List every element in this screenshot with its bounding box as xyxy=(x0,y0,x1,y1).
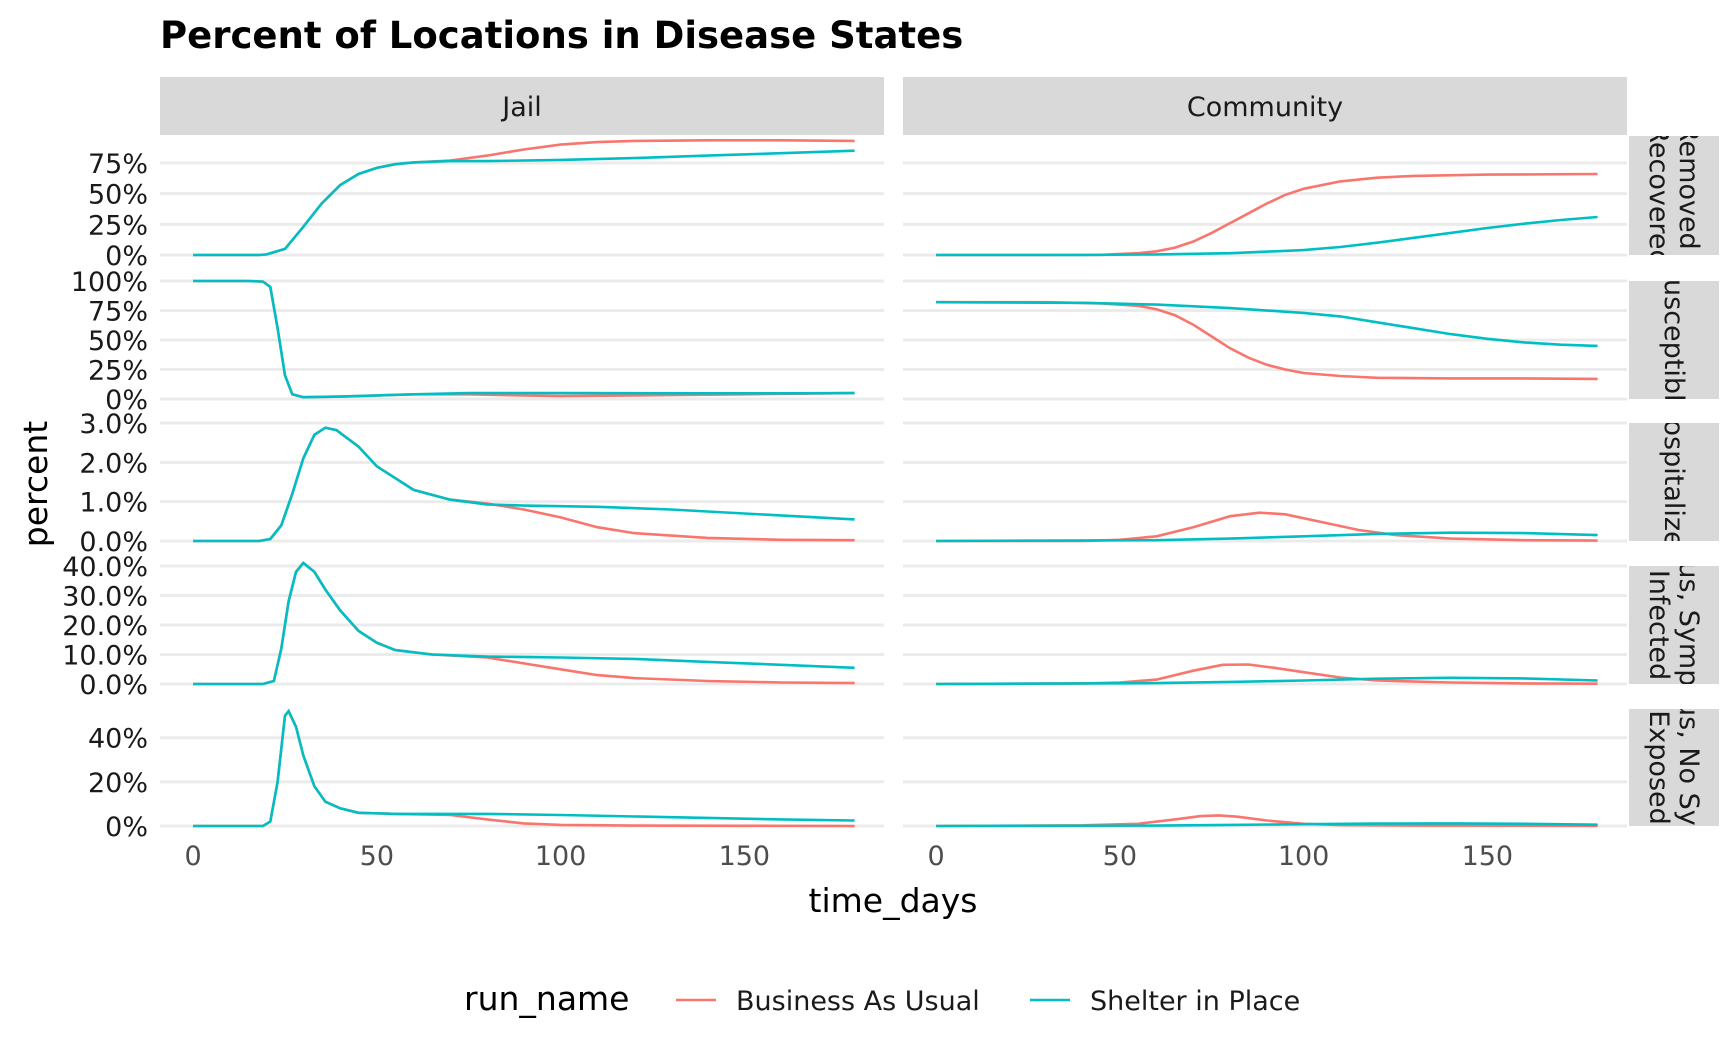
chart-title: Percent of Locations in Disease States xyxy=(160,14,963,57)
row-strip-label-group-susceptible: Susceptible xyxy=(1658,262,1689,418)
series-line-business-as-usual-hospitalized-jail xyxy=(193,426,855,543)
row-strip-label-group-infected: Infected Infectious, Symptomatic xyxy=(1643,461,1704,789)
legend-label-shelter-in-place: Shelter in Place xyxy=(1090,986,1300,1017)
series-line-shelter-in-place-susceptible-community xyxy=(936,300,1598,348)
y-tick-label-infected: 40.0% xyxy=(62,552,148,583)
x-tick-label-community: 100 xyxy=(1278,841,1330,872)
series-line-shelter-in-place-recovered-jail xyxy=(193,149,855,257)
row-strip-label-group-exposed: Exposed Infectious, No Symptoms xyxy=(1643,598,1704,936)
y-tick-label-susceptible: 50% xyxy=(88,326,148,357)
x-tick-label-community: 150 xyxy=(1462,841,1514,872)
x-tick-label-jail: 0 xyxy=(184,841,201,872)
row-strip-label-group-recovered: Recovered Removed - xyxy=(1643,123,1704,268)
column-strips: Jail Community xyxy=(160,77,1627,135)
row-strip-label-infected-0: Infected xyxy=(1643,570,1674,680)
y-tick-label-hospitalized: 0.0% xyxy=(79,527,148,558)
series-line-shelter-in-place-exposed-community xyxy=(936,822,1598,828)
y-tick-label-susceptible: 100% xyxy=(71,267,148,298)
y-tick-label-hospitalized: 3.0% xyxy=(79,409,148,440)
column-strip-label-community: Community xyxy=(1187,92,1343,123)
y-tick-label-infected: 30.0% xyxy=(62,582,148,613)
x-axis-ticks: 0 50 100 150 0 50 100 150 xyxy=(184,841,1513,872)
row-strip-label-susceptible-0: Susceptible xyxy=(1658,262,1689,418)
x-tick-label-jail: 150 xyxy=(719,841,771,872)
series-line-business-as-usual-exposed-jail xyxy=(193,708,855,828)
y-tick-label-infected: 20.0% xyxy=(62,611,148,642)
legend-label-business-as-usual: Business As Usual xyxy=(736,986,980,1017)
row-strip-exposed xyxy=(1629,709,1719,826)
y-tick-label-recovered: 50% xyxy=(88,180,148,211)
x-tick-label-community: 0 xyxy=(927,841,944,872)
y-tick-label-recovered: 25% xyxy=(88,210,148,241)
row-strip-hospitalized xyxy=(1629,423,1719,541)
series-line-business-as-usual-recovered-jail xyxy=(193,139,855,257)
row-strip-susceptible xyxy=(1629,281,1719,399)
series-line-shelter-in-place-hospitalized-jail xyxy=(193,426,855,543)
legend: run_name Business As Usual Shelter in Pla… xyxy=(464,979,1300,1018)
series-line-shelter-in-place-exposed-jail xyxy=(193,708,855,828)
series-line-shelter-in-place-infected-community xyxy=(936,676,1598,686)
y-tick-label-infected: 10.0% xyxy=(62,641,148,672)
x-tick-label-community: 50 xyxy=(1103,841,1137,872)
row-strip-infected xyxy=(1629,566,1719,684)
column-strip-jail xyxy=(160,77,884,135)
row-strip-label-group-hospitalized: Hospitalized xyxy=(1658,399,1689,565)
y-tick-label-hospitalized: 1.0% xyxy=(79,488,148,519)
y-tick-label-exposed: 0% xyxy=(105,812,148,843)
panels xyxy=(160,139,1627,828)
y-tick-label-susceptible: 0% xyxy=(105,385,148,416)
y-tick-label-recovered: 75% xyxy=(88,149,148,180)
y-tick-label-recovered: 0% xyxy=(105,241,148,272)
row-strip-label-exposed-0: Exposed xyxy=(1643,710,1674,825)
y-tick-label-exposed: 40% xyxy=(88,724,148,755)
series-line-business-as-usual-exposed-community xyxy=(936,814,1598,828)
y-tick-label-infected: 0.0% xyxy=(79,670,148,701)
y-axis-title: percent xyxy=(16,421,55,547)
series-line-shelter-in-place-hospitalized-community xyxy=(936,531,1598,543)
row-strip-label-recovered-1: Removed - xyxy=(1673,123,1704,268)
row-strip-label-recovered-0: Recovered xyxy=(1643,124,1674,266)
series-line-business-as-usual-susceptible-community xyxy=(936,300,1598,381)
x-tick-label-jail: 100 xyxy=(535,841,587,872)
row-strip-label-infected-1: Infectious, Symptomatic xyxy=(1673,461,1704,789)
series-line-shelter-in-place-infected-jail xyxy=(193,561,855,686)
x-tick-label-jail: 50 xyxy=(360,841,394,872)
row-strip-recovered xyxy=(1629,136,1719,255)
series-line-shelter-in-place-susceptible-jail xyxy=(193,279,855,399)
row-strip-label-exposed-1: Infectious, No Symptoms xyxy=(1673,598,1704,936)
series-line-shelter-in-place-recovered-community xyxy=(936,215,1598,257)
column-strip-community xyxy=(903,77,1627,135)
y-tick-label-susceptible: 75% xyxy=(88,297,148,328)
series-line-business-as-usual-recovered-community xyxy=(936,172,1598,257)
column-strip-label-jail: Jail xyxy=(500,92,542,123)
x-axis-title: time_days xyxy=(809,881,978,920)
row-strip-label-hospitalized-0: Hospitalized xyxy=(1658,399,1689,565)
y-tick-label-hospitalized: 2.0% xyxy=(79,448,148,479)
y-tick-label-exposed: 20% xyxy=(88,768,148,799)
y-tick-label-susceptible: 25% xyxy=(88,356,148,387)
legend-title: run_name xyxy=(464,979,629,1018)
y-axis-ticks: 0%25%50%75%0%25%50%75%100%0.0%1.0%2.0%3.… xyxy=(62,149,148,843)
row-strips: Recovered Removed -SusceptibleHospitalize… xyxy=(1629,123,1719,936)
